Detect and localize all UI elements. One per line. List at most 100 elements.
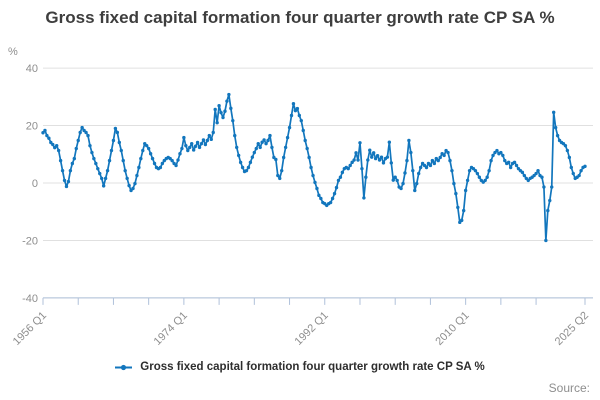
- series-point: [553, 125, 558, 130]
- series-point: [276, 173, 280, 178]
- series-point: [58, 158, 63, 163]
- series-point: [219, 110, 223, 115]
- series-point: [544, 238, 548, 243]
- series-point: [424, 165, 429, 170]
- x-tick-label: 2025 Q2: [553, 310, 591, 348]
- series-point: [158, 165, 163, 170]
- series-point: [217, 104, 221, 108]
- series-point: [319, 196, 323, 201]
- series-point: [571, 171, 575, 176]
- series-point: [270, 145, 274, 150]
- series-line[interactable]: [42, 93, 586, 242]
- series-point: [92, 156, 96, 161]
- series-point: [315, 186, 319, 191]
- series-point: [551, 110, 556, 115]
- chart-title: Gross fixed capital formation four quart…: [45, 8, 555, 27]
- series-point: [520, 170, 525, 175]
- y-tick-label: -40: [22, 293, 38, 305]
- series-point: [127, 183, 131, 188]
- series-point: [51, 142, 55, 147]
- series-point: [176, 158, 180, 162]
- series-point: [317, 193, 321, 198]
- series-point: [160, 161, 165, 166]
- series-point: [223, 109, 227, 113]
- series-point: [348, 163, 352, 168]
- series-point: [460, 218, 464, 223]
- series-point: [221, 115, 225, 120]
- series-point: [483, 178, 487, 183]
- series-point: [78, 130, 82, 135]
- series-point: [364, 175, 368, 179]
- x-tick-label: 1992 Q1: [293, 310, 331, 348]
- series-point: [98, 171, 102, 176]
- series-point: [508, 165, 513, 170]
- series-point: [336, 178, 341, 183]
- series-point: [373, 156, 378, 161]
- legend[interactable]: Gross fixed capital formation four quart…: [0, 361, 600, 373]
- series-point: [135, 173, 139, 178]
- series-point: [409, 150, 413, 155]
- series-point: [555, 133, 560, 138]
- series-point: [583, 164, 587, 169]
- series-point: [252, 150, 257, 155]
- series-point: [235, 145, 239, 150]
- series-point: [123, 168, 127, 173]
- series-point: [438, 155, 442, 160]
- series-point: [446, 150, 450, 155]
- series-point: [258, 145, 262, 150]
- series-point: [289, 113, 294, 118]
- series-point: [227, 92, 231, 97]
- series-point: [442, 153, 446, 158]
- series-point: [495, 148, 499, 153]
- series-markers[interactable]: [41, 92, 587, 243]
- series-point: [244, 168, 249, 173]
- series-point: [103, 176, 108, 181]
- series-point: [246, 165, 251, 170]
- series-point: [512, 160, 517, 165]
- series-point: [415, 181, 419, 186]
- series-point: [193, 144, 198, 148]
- series-point: [487, 168, 491, 173]
- series-point: [379, 155, 384, 159]
- series-point: [139, 156, 143, 161]
- series-point: [330, 196, 335, 201]
- series-point: [542, 185, 546, 189]
- series-point: [381, 161, 386, 165]
- series-point: [546, 208, 550, 213]
- legend-line-marker-icon: [115, 364, 133, 370]
- series-point: [399, 186, 403, 191]
- series-point: [64, 184, 69, 189]
- x-tick-label: 1956 Q1: [11, 310, 49, 348]
- series-point: [501, 153, 505, 158]
- x-tick-label: 2010 Q1: [433, 310, 471, 348]
- series-point: [407, 138, 411, 143]
- series-point: [297, 113, 302, 118]
- series-point: [88, 143, 92, 148]
- series-point: [86, 133, 90, 138]
- series-point: [80, 125, 84, 130]
- series-point: [178, 152, 182, 156]
- series-point: [117, 140, 122, 145]
- series-point: [303, 138, 307, 143]
- series-point: [385, 155, 390, 159]
- series-point: [358, 141, 362, 145]
- series-point: [201, 138, 206, 142]
- series-point: [238, 160, 243, 165]
- series-point: [113, 126, 118, 131]
- plot-area: 40 20 0 -20 -40 1956 Q1 1974 Q1 1992 Q1 2010 Q1 2…: [11, 63, 593, 348]
- series-point: [305, 146, 309, 151]
- series-point: [90, 150, 94, 155]
- series-point: [565, 148, 570, 153]
- series-point: [491, 153, 495, 158]
- series-point: [94, 161, 98, 166]
- series-point: [145, 143, 149, 148]
- series-point: [370, 155, 374, 159]
- series-point: [56, 148, 61, 153]
- series-point: [115, 130, 120, 135]
- series-point: [105, 168, 110, 173]
- series-point: [205, 138, 210, 143]
- y-tick-label: 20: [26, 121, 38, 133]
- series-point: [489, 158, 493, 163]
- series-point: [215, 120, 219, 125]
